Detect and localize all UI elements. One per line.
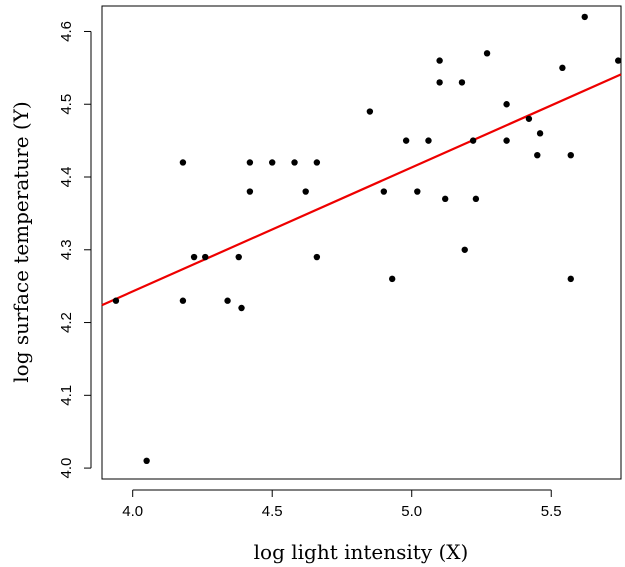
data-point [246,159,254,166]
y-tick-label: 4.1 [58,385,75,406]
x-tick-label: 4.5 [262,503,283,520]
data-point [436,79,443,86]
data-point [313,253,321,261]
x-tick-label: 4.0 [122,503,143,520]
data-point [202,253,209,261]
plot-frame [101,5,622,480]
data-point [291,159,298,166]
data-point [503,137,510,144]
data-point [425,137,432,144]
data-point [302,188,309,195]
regression-line [101,73,622,307]
y-axis-title: log surface temperature (Y) [9,101,33,382]
data-point [238,304,245,312]
data-point [190,253,198,261]
data-point [235,253,242,261]
data-point [536,130,544,137]
data-points [112,13,622,465]
x-tick-label: 5.5 [541,503,562,520]
y-tick-label: 4.3 [58,239,75,260]
data-point [224,297,231,304]
data-point [472,195,480,203]
x-tick-label: 5.0 [401,503,422,520]
y-tick-label: 4.6 [58,21,75,42]
data-point [269,159,276,166]
data-point [615,57,622,64]
y-tick-label: 4.0 [58,458,75,479]
y-tick-label: 4.2 [58,312,75,333]
data-point [581,13,588,21]
x-axis: 4.0 4.5 5.0 5.5 [122,489,562,520]
data-point [402,137,410,144]
data-point [179,297,187,304]
data-point [388,275,396,283]
data-point [179,159,187,166]
data-point [469,137,477,144]
data-point [567,151,574,159]
data-point [436,57,443,64]
data-point [534,151,541,159]
data-point [503,101,510,108]
data-point [313,159,321,166]
data-point [525,115,533,122]
data-point [442,195,449,203]
data-point [246,188,254,195]
regression-line-group [101,73,622,307]
y-tick-label: 4.4 [58,167,75,188]
y-axis: 4.0 4.1 4.2 4.3 4.4 4.5 4.6 [58,21,92,479]
data-point [458,79,466,86]
data-point [559,64,566,72]
data-point [143,457,150,465]
data-point [112,297,120,304]
data-point [380,188,388,195]
data-point [567,275,574,283]
x-axis-title: log light intensity (X) [254,540,469,564]
data-point [366,108,374,115]
data-point [461,246,468,253]
data-point [414,188,421,195]
y-tick-label: 4.5 [58,94,75,115]
data-point [483,50,491,57]
